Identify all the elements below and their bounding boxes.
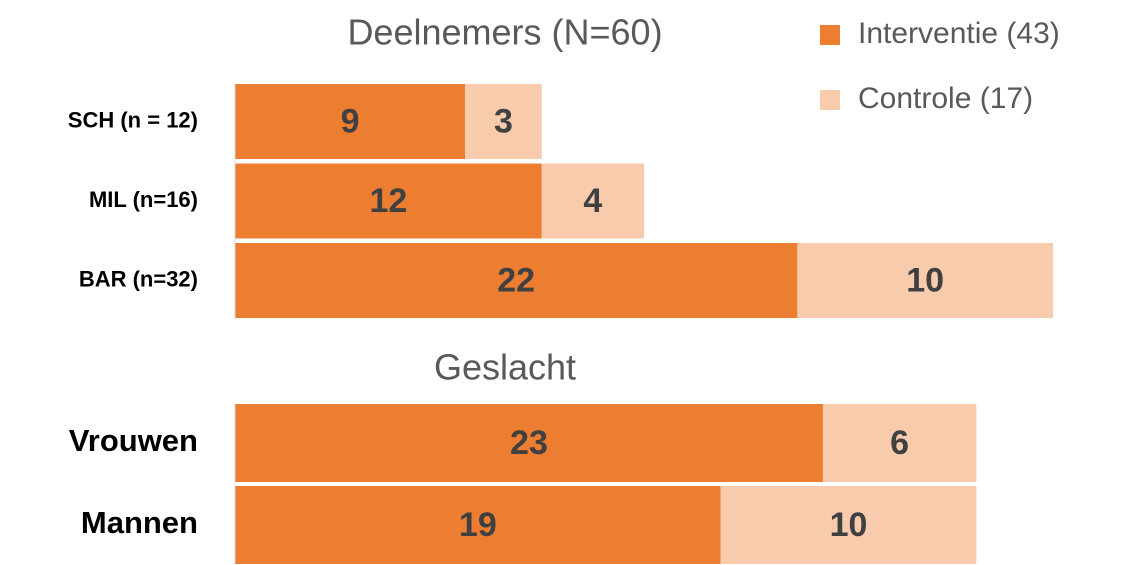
y-tick-label: BAR (n=32) — [79, 266, 198, 291]
data-label: 12 — [369, 182, 407, 220]
data-label: 4 — [583, 182, 602, 220]
data-label: 6 — [890, 424, 909, 462]
data-label: 19 — [459, 506, 497, 544]
y-tick-label: SCH (n = 12) — [68, 107, 198, 132]
y-tick-label: MIL (n=16) — [89, 187, 198, 212]
bar-segment — [541, 163, 644, 239]
data-label: 3 — [494, 102, 513, 140]
bar-segment — [797, 243, 1053, 318]
data-label: 22 — [497, 261, 535, 299]
y-tick-label: Vrouwen — [69, 423, 198, 458]
bar-segment — [465, 84, 542, 159]
bar-segment — [822, 404, 977, 482]
bar-segment — [235, 404, 823, 482]
data-label: 10 — [906, 261, 944, 299]
chart-title: Deelnemers (N=60) — [347, 12, 662, 53]
bar-segment — [235, 486, 721, 564]
data-label: 23 — [510, 424, 548, 462]
legend-swatch — [820, 90, 840, 110]
legend-swatch — [820, 25, 840, 45]
y-tick-label: Mannen — [81, 505, 198, 540]
bar-segment — [235, 84, 466, 159]
data-label: 10 — [830, 506, 868, 544]
bar-segment — [235, 163, 542, 239]
bar-segment — [720, 486, 977, 564]
legend-label: Controle (17) — [858, 82, 1033, 115]
bar-segment — [235, 243, 798, 318]
chart-title: Geslacht — [434, 347, 576, 388]
legend-label: Interventie (43) — [858, 17, 1060, 50]
data-label: 9 — [341, 102, 360, 140]
